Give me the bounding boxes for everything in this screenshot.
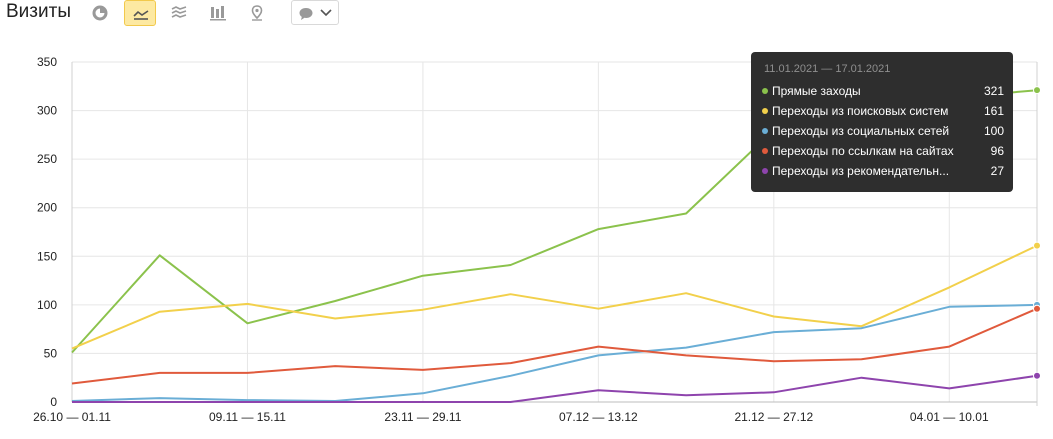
series-point-3 (1033, 304, 1041, 313)
y-tick-label: 250 (37, 152, 57, 166)
y-tick-label: 300 (37, 104, 57, 118)
y-tick-label: 200 (37, 201, 57, 215)
y-tick-label: 100 (37, 298, 57, 312)
tooltip-date: 11.01.2021 — 17.01.2021 (764, 63, 891, 75)
speech-bubble-icon (299, 8, 313, 20)
tooltip-color-dot (762, 168, 768, 174)
tooltip-series-name: Переходы по ссылкам на сайтах (772, 144, 954, 158)
area-chart-button[interactable] (163, 0, 195, 26)
tooltip-color-dot (762, 148, 768, 154)
series-point-0 (1033, 86, 1041, 95)
tooltip-series-name: Переходы из социальных сетей (772, 124, 950, 138)
chart-tooltip: 11.01.2021 — 17.01.2021 Прямые заходы 321… (751, 52, 1013, 192)
series-line-2 (71, 303, 1038, 402)
tooltip-series-value: 161 (983, 104, 1004, 118)
x-tick-label: 07.12 — 13.12 (559, 410, 638, 424)
line-chart-icon (133, 10, 149, 20)
series-line-3 (71, 307, 1038, 385)
tooltip-series-value: 100 (983, 124, 1004, 138)
tooltip-series-value: 96 (990, 144, 1004, 158)
tooltip-series-value: 27 (990, 164, 1004, 178)
x-tick-label: 23.11 — 29.11 (384, 410, 461, 424)
chart-title: Визиты (6, 1, 71, 22)
tooltip-row: Переходы из поисковых систем 161 (760, 103, 1004, 121)
map-pin-icon (251, 5, 263, 21)
tooltip-color-dot (762, 88, 768, 94)
y-tick-label: 50 (44, 346, 58, 360)
map-button[interactable] (241, 0, 273, 26)
series-line-4 (72, 374, 1038, 403)
y-tick-label: 0 (50, 395, 57, 409)
x-tick-label: 21.12 — 27.12 (734, 410, 813, 424)
y-tick-label: 350 (37, 55, 57, 69)
tooltip-row: Переходы из социальных сетей 100 (760, 123, 1004, 141)
line-chart-button[interactable] (124, 0, 156, 26)
tooltip-series-name: Переходы из поисковых систем (772, 104, 949, 118)
chart-toolbar: Визиты (0, 0, 1053, 26)
tooltip-color-dot (762, 108, 768, 114)
bar-chart-icon (210, 6, 226, 21)
series-line-1 (71, 244, 1038, 350)
tooltip-row: Переходы по ссылкам на сайтах 96 (760, 143, 1004, 161)
tooltip-series-value: 321 (983, 84, 1004, 98)
tooltip-row: Прямые заходы 321 (760, 83, 1004, 101)
series-point-1 (1033, 241, 1041, 250)
pie-chart-button[interactable] (84, 0, 116, 26)
x-tick-label: 26.10 — 01.11 (33, 410, 111, 424)
comments-dropdown[interactable] (291, 0, 339, 25)
pie-chart-icon (92, 5, 108, 21)
tooltip-series-name: Переходы из рекомендательн... (772, 164, 950, 178)
tooltip-color-dot (762, 128, 768, 134)
y-tick-label: 150 (37, 249, 57, 263)
series-point-4 (1033, 371, 1041, 380)
x-tick-label: 09.11 — 15.11 (209, 410, 286, 424)
chevron-down-icon (320, 9, 332, 17)
tooltip-series-name: Прямые заходы (772, 84, 861, 98)
bar-chart-button[interactable] (202, 0, 234, 26)
tooltip-row: Переходы из рекомендательн... 27 (760, 163, 1004, 181)
x-tick-label: 04.01 — 10.01 (910, 410, 989, 424)
area-chart-icon (171, 6, 187, 18)
